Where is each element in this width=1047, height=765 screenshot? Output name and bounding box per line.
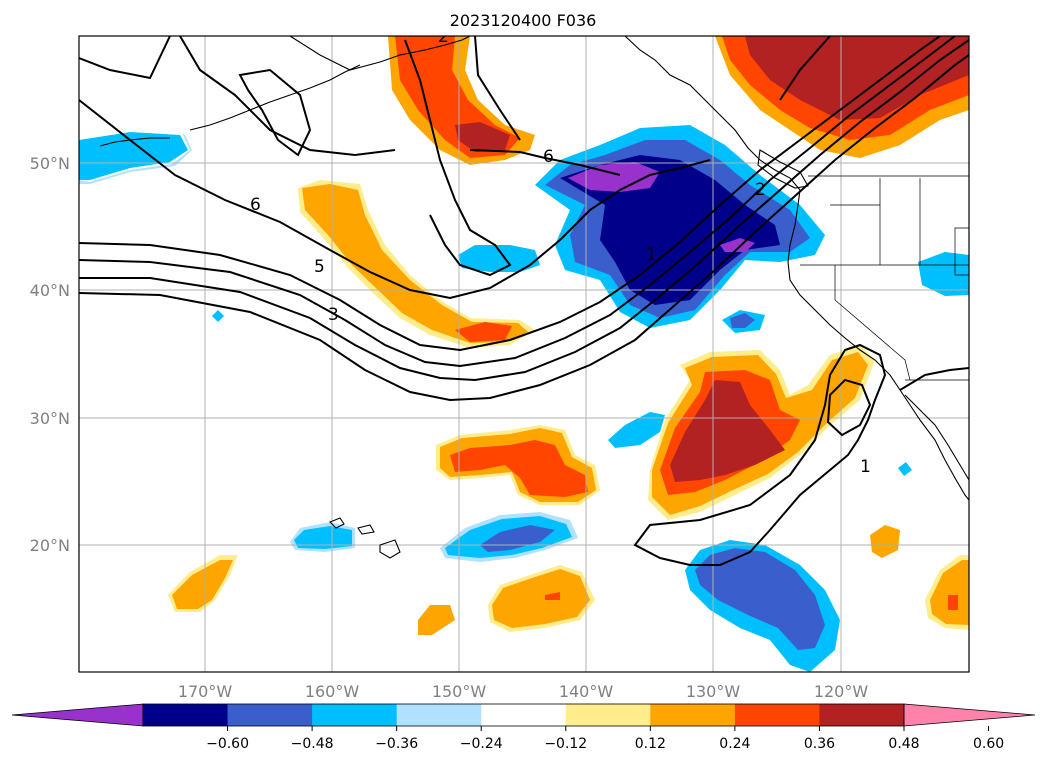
colorbar-tick-label: 0.24 bbox=[719, 736, 750, 752]
lon-label: 120°W bbox=[814, 682, 869, 701]
colorbar-segment bbox=[481, 704, 567, 726]
colorbar-extend-min bbox=[11, 703, 144, 727]
colorbar-segment bbox=[565, 704, 651, 726]
lon-label: 170°W bbox=[178, 682, 233, 701]
colorbar-ticks: −0.60 −0.48 −0.36 −0.24 −0.12 0.12 0.24 0.36 0.4… bbox=[206, 726, 1004, 752]
contour-label: 1 bbox=[646, 245, 657, 265]
map-panel: 6 6 5 3 2 1 1 2 bbox=[79, 27, 969, 672]
contour-label: 6 bbox=[543, 147, 554, 167]
colorbar-segment bbox=[312, 704, 398, 726]
colorbar-tick-label: 0.60 bbox=[973, 736, 1004, 752]
contour-label: 3 bbox=[328, 305, 339, 325]
lat-label: 40°N bbox=[30, 281, 70, 300]
colorbar-segment bbox=[143, 704, 229, 726]
colorbar-tick-label: −0.36 bbox=[375, 736, 418, 752]
lon-label: 150°W bbox=[432, 682, 487, 701]
lon-label: 130°W bbox=[686, 682, 741, 701]
colorbar-tick-label: 0.36 bbox=[804, 736, 835, 752]
contour-label: 2 bbox=[438, 27, 449, 47]
lat-label: 50°N bbox=[30, 154, 70, 173]
contour-lines bbox=[79, 36, 969, 566]
colorbar-tick-label: −0.60 bbox=[206, 736, 249, 752]
colorbar-tick-label: 0.12 bbox=[635, 736, 666, 752]
figure-title: 2023120400 F036 bbox=[450, 11, 597, 30]
colorbar-segment bbox=[650, 704, 736, 726]
colorbar-tick-label: −0.12 bbox=[544, 736, 587, 752]
colorbar-extend-max bbox=[903, 703, 1036, 727]
colorbar-segment bbox=[227, 704, 313, 726]
lat-label: 30°N bbox=[30, 409, 70, 428]
lon-label: 140°W bbox=[559, 682, 614, 701]
contour-label: 5 bbox=[314, 257, 325, 277]
contour-label: 2 bbox=[755, 180, 766, 200]
colorbar-tick-label: 0.48 bbox=[888, 736, 919, 752]
contour-label-layer: 6 6 5 3 2 1 1 2 bbox=[250, 27, 871, 477]
coastlines bbox=[99, 36, 969, 559]
colorbar-segment bbox=[819, 704, 905, 726]
lat-label: 20°N bbox=[30, 536, 70, 555]
longitude-labels: 170°W 160°W 150°W 140°W 130°W 120°W bbox=[178, 682, 869, 701]
colorbar-segments bbox=[143, 704, 905, 726]
colorbar-segment bbox=[396, 704, 482, 726]
colorbar-tick-label: −0.48 bbox=[291, 736, 334, 752]
colorbar-segment bbox=[734, 704, 820, 726]
latitude-labels: 50°N 40°N 30°N 20°N bbox=[30, 154, 70, 555]
contour-label: 6 bbox=[250, 195, 261, 215]
lon-label: 160°W bbox=[305, 682, 360, 701]
colorbar-tick-label: −0.24 bbox=[460, 736, 503, 752]
map-frame bbox=[78, 35, 970, 673]
colorbar: −0.60 −0.48 −0.36 −0.24 −0.12 0.12 0.24 0.36 0.4… bbox=[11, 703, 1036, 752]
contour-label: 1 bbox=[860, 457, 871, 477]
